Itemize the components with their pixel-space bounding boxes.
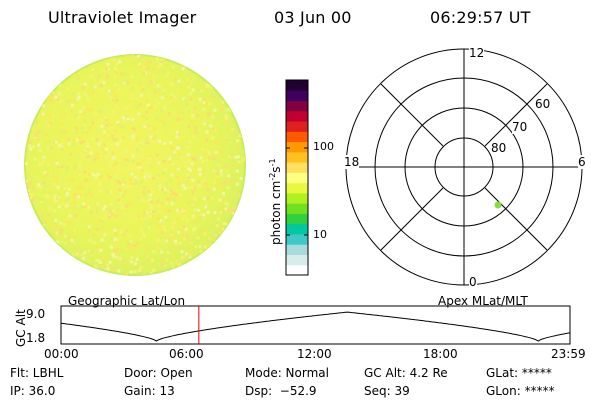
time-tick-0600: 06:00 — [169, 347, 204, 361]
orbit-timeline — [60, 305, 571, 345]
ip-status: IP: 36.0 — [10, 384, 56, 398]
time-label: 06:29:57 UT — [430, 8, 531, 27]
lat-label-80: 80 — [491, 141, 507, 155]
door-status: Door: Open — [124, 366, 193, 380]
altitude-curve — [60, 311, 571, 342]
apex-mlat-mlt-label: Apex MLat/MLT — [438, 294, 528, 308]
y-tick-top: 9.0 — [26, 307, 46, 321]
lat-label-70: 70 — [512, 120, 528, 134]
gc-alt-status: GC Alt: 4.2 Re — [364, 366, 448, 380]
mlt-label-0: 0 — [469, 275, 477, 289]
glat-status: GLat: ***** — [486, 366, 552, 380]
geo-lat-lon-label: Geographic Lat/Lon — [68, 294, 186, 308]
colorbar-tick-10: 10 — [313, 228, 327, 241]
mlt-label-6: 6 — [578, 155, 586, 169]
uv-image-disk — [24, 54, 246, 276]
polar-data-point — [494, 201, 502, 209]
colorbar-tick-100: 100 — [313, 140, 334, 153]
dsp-status: Dsp: −52.9 — [245, 384, 317, 398]
time-tick-2359: 23:59 — [551, 347, 586, 361]
date-label: 03 Jun 00 — [274, 8, 352, 27]
filter-status: Flt: LBHL — [10, 366, 64, 380]
time-tick-1200: 12:00 — [297, 347, 332, 361]
mlt-label-12: 12 — [469, 46, 485, 60]
mode-status: Mode: Normal — [245, 366, 329, 380]
y-tick-bottom: 1.8 — [26, 331, 46, 345]
gain-status: Gain: 13 — [124, 384, 175, 398]
lat-label-60: 60 — [535, 97, 551, 111]
time-tick-1800: 18:00 — [423, 347, 458, 361]
polar-grid — [345, 48, 583, 286]
colorbar — [285, 79, 309, 276]
time-tick-0000: 00:00 — [44, 347, 79, 361]
mlt-label-18: 18 — [344, 155, 360, 169]
glon-status: GLon: ***** — [486, 384, 555, 398]
instrument-title: Ultraviolet Imager — [48, 8, 197, 27]
colorbar-units: photon cm-2s-1 — [268, 158, 283, 245]
seq-status: Seq: 39 — [364, 384, 410, 398]
